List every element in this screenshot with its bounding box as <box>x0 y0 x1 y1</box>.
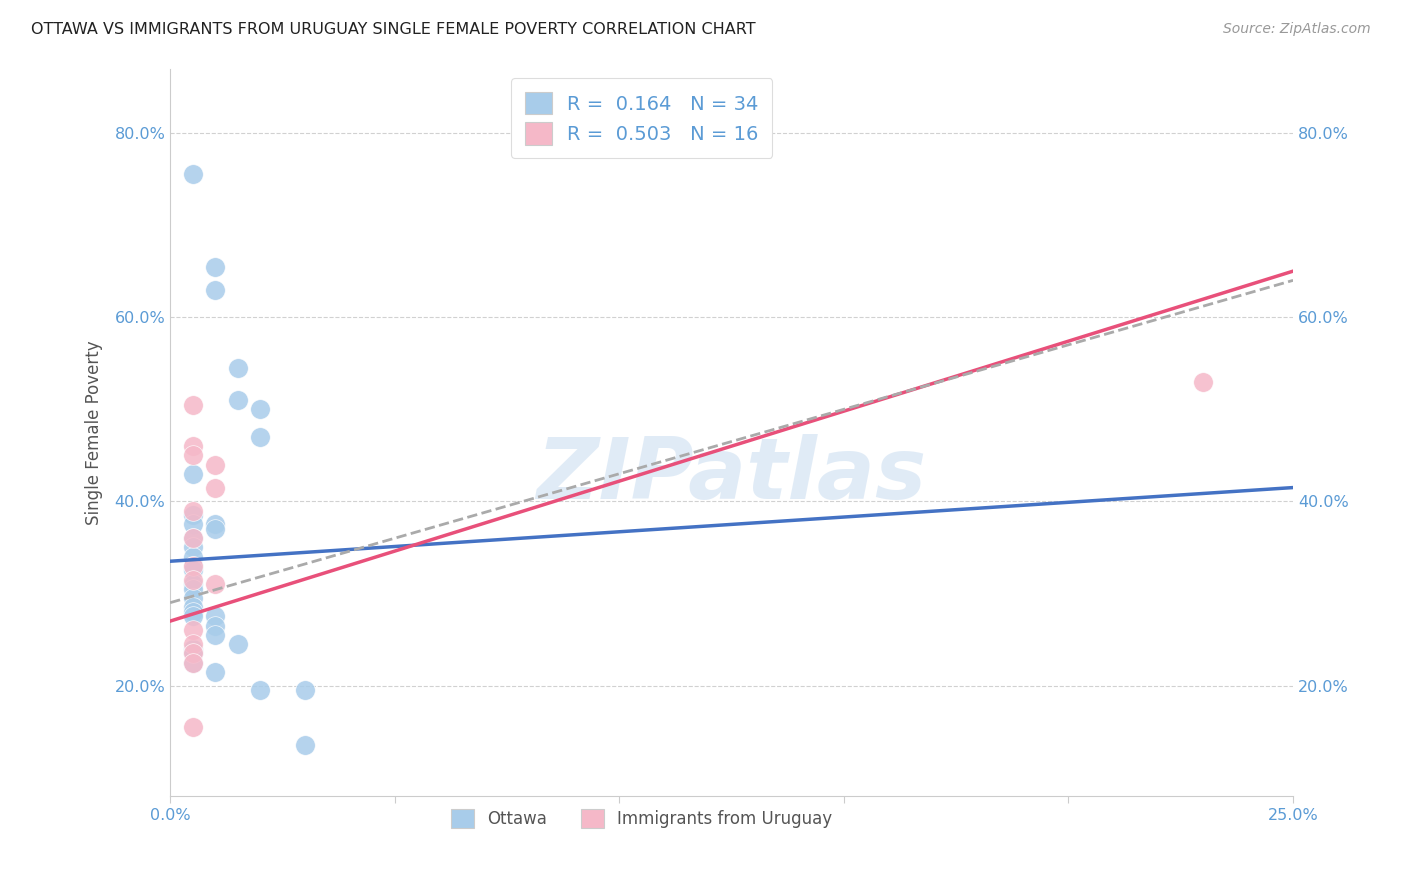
Point <box>181 600 204 615</box>
Point <box>181 646 204 660</box>
Point <box>181 398 204 412</box>
Point <box>226 393 249 408</box>
Point <box>181 656 204 670</box>
Point <box>204 628 226 642</box>
Point <box>181 448 204 462</box>
Point <box>181 605 204 619</box>
Point <box>181 591 204 605</box>
Point <box>181 558 204 573</box>
Point <box>181 582 204 596</box>
Point <box>249 683 271 698</box>
Point <box>181 637 204 651</box>
Point <box>204 517 226 532</box>
Point <box>204 609 226 624</box>
Point <box>181 609 204 624</box>
Point <box>204 458 226 472</box>
Text: OTTAWA VS IMMIGRANTS FROM URUGUAY SINGLE FEMALE POVERTY CORRELATION CHART: OTTAWA VS IMMIGRANTS FROM URUGUAY SINGLE… <box>31 22 755 37</box>
Point <box>181 531 204 545</box>
Point <box>181 720 204 734</box>
Point <box>1192 375 1215 389</box>
Point <box>181 168 204 182</box>
Point <box>294 739 316 753</box>
Point <box>181 531 204 545</box>
Point <box>181 656 204 670</box>
Point <box>204 481 226 495</box>
Point <box>181 558 204 573</box>
Point <box>181 439 204 453</box>
Point <box>181 508 204 523</box>
Point <box>181 646 204 660</box>
Point <box>181 577 204 591</box>
Legend: Ottawa, Immigrants from Uruguay: Ottawa, Immigrants from Uruguay <box>444 803 839 835</box>
Point <box>181 541 204 555</box>
Point <box>181 573 204 587</box>
Point <box>204 522 226 536</box>
Point <box>204 260 226 274</box>
Point <box>226 637 249 651</box>
Point <box>249 402 271 417</box>
Point <box>249 430 271 444</box>
Point <box>294 683 316 698</box>
Point <box>181 624 204 638</box>
Text: Source: ZipAtlas.com: Source: ZipAtlas.com <box>1223 22 1371 37</box>
Point <box>204 618 226 632</box>
Point <box>204 577 226 591</box>
Point <box>204 283 226 297</box>
Point <box>181 564 204 578</box>
Point <box>181 467 204 481</box>
Point <box>181 549 204 564</box>
Point <box>181 641 204 656</box>
Y-axis label: Single Female Poverty: Single Female Poverty <box>86 340 103 524</box>
Point <box>226 360 249 375</box>
Point <box>181 503 204 517</box>
Text: ZIPatlas: ZIPatlas <box>537 434 927 517</box>
Point <box>181 517 204 532</box>
Point <box>204 665 226 679</box>
